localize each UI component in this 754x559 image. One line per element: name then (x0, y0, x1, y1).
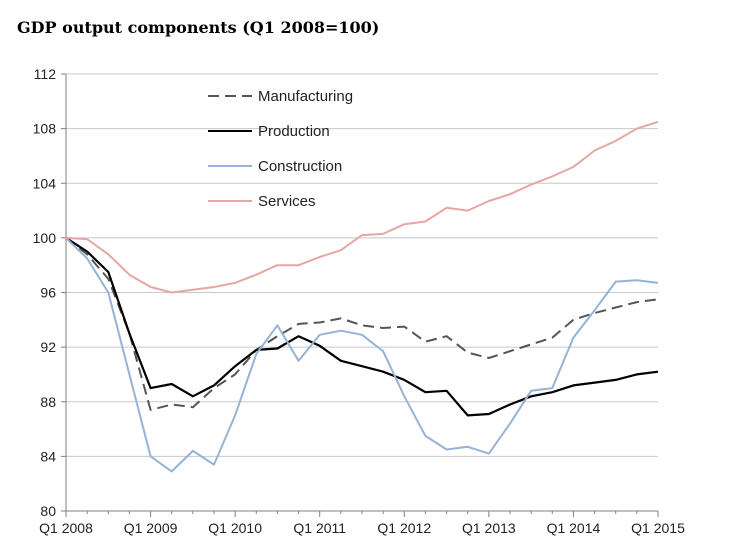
x-tick-label: Q1 2011 (293, 520, 346, 536)
y-tick-label: 112 (34, 66, 57, 82)
y-tick-label: 84 (40, 448, 56, 464)
y-tick-label: 92 (40, 339, 56, 355)
y-tick-label: 80 (40, 503, 56, 519)
x-tick-label: Q1 2015 (631, 520, 685, 536)
y-tick-label: 88 (40, 394, 56, 410)
x-tick-label: Q1 2008 (39, 520, 93, 536)
legend-label-services: Services (258, 193, 316, 210)
x-tick-label: Q1 2014 (547, 520, 601, 536)
x-tick-label: Q1 2009 (124, 520, 178, 536)
y-tick-label: 96 (40, 285, 56, 301)
x-tick-label: Q1 2012 (377, 520, 431, 536)
y-tick-label: 104 (33, 175, 57, 191)
series-line-production (65, 236, 659, 417)
x-tick-label: Q1 2013 (462, 520, 516, 536)
x-tick-label: Q1 2010 (208, 520, 262, 536)
series-line-services (65, 120, 659, 294)
legend-label-production: Production (258, 123, 330, 140)
chart-title: GDP output components (Q1 2008=100) (17, 18, 380, 37)
legend-label-manufacturing: Manufacturing (258, 88, 353, 105)
series-line-construction (65, 237, 659, 473)
y-tick-label: 100 (33, 230, 57, 246)
legend-label-construction: Construction (258, 158, 342, 175)
y-tick-label: 108 (33, 121, 57, 137)
series-line-manufacturing (65, 237, 659, 411)
